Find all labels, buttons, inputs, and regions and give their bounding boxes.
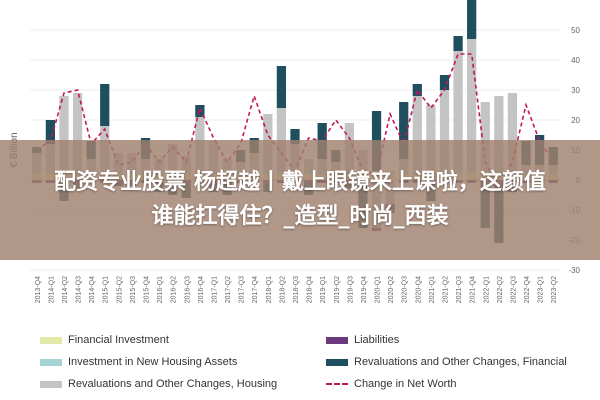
x-tick-label: 2018-Q2 — [279, 276, 286, 303]
bar-segment — [59, 96, 69, 168]
legend-label: Investment in New Housing Assets — [68, 356, 238, 368]
legend-item-reval-financial: Revaluations and Other Changes, Financia… — [326, 356, 567, 368]
x-tick-label: 2017-Q3 — [239, 276, 246, 303]
x-tick-label: 2021-Q2 — [443, 276, 450, 303]
legend-item-new-housing: Investment in New Housing Assets — [40, 356, 237, 368]
bar-segment — [412, 84, 422, 96]
overlay-text-line-1: 配资专业股票 杨超越丨戴上眼镜来上课啦，这颜值 — [54, 170, 546, 195]
x-tick-label: 2020-Q4 — [415, 276, 422, 303]
x-tick-label: 2021-Q1 — [429, 276, 436, 303]
legend-dash — [326, 383, 348, 385]
x-tick-label: 2017-Q4 — [252, 276, 259, 303]
x-tick-label: 2022-Q4 — [524, 276, 531, 303]
legend-label: Liabilities — [354, 334, 400, 346]
x-axis-ticks: 2013-Q4 2014-Q1 2014-Q2 2014-Q3 2014-Q4 2015-… — [35, 276, 558, 303]
bar-segment — [100, 84, 110, 126]
legend-swatch — [40, 380, 62, 388]
bar-segment — [480, 102, 490, 171]
x-tick-label: 2014-Q1 — [48, 276, 55, 303]
x-tick-label: 2016-Q1 — [157, 276, 164, 303]
bar-segment — [45, 120, 56, 144]
x-tick-label: 2015-Q1 — [103, 276, 110, 303]
x-tick-label: 2022-Q1 — [483, 276, 490, 303]
y-tick-label: 40 — [571, 56, 580, 65]
x-tick-label: 2019-Q4 — [361, 276, 368, 303]
bar-segment — [439, 75, 450, 90]
bar-segment — [276, 66, 287, 108]
x-tick-label: 2023-Q2 — [551, 276, 558, 303]
legend-swatch — [40, 336, 62, 344]
bar-segment — [290, 129, 300, 144]
x-tick-label: 2021-Q3 — [456, 276, 463, 303]
y-tick-label: 20 — [571, 116, 580, 125]
bar-segment — [507, 93, 518, 171]
bar-segment — [494, 96, 504, 171]
bar-segment — [453, 36, 463, 51]
legend-swatch — [40, 358, 62, 366]
legend-label: Revaluations and Other Changes, Financia… — [354, 356, 567, 368]
legend-item-liabilities: Liabilities — [326, 334, 399, 346]
bar-segment — [72, 93, 83, 171]
x-tick-label: 2021-Q4 — [470, 276, 477, 303]
x-tick-label: 2015-Q3 — [130, 276, 137, 303]
x-tick-label: 2014-Q4 — [89, 276, 96, 303]
bar-segment — [276, 108, 287, 171]
y-tick-label: 50 — [571, 26, 580, 35]
x-tick-label: 2015-Q4 — [144, 276, 151, 303]
legend-item-reval-housing: Revaluations and Other Changes, Housing — [40, 378, 277, 390]
legend-swatch — [326, 358, 348, 366]
x-tick-label: 2014-Q2 — [62, 276, 69, 303]
x-tick-label: 2013-Q4 — [35, 276, 42, 303]
legend-swatch — [326, 336, 348, 344]
x-tick-label: 2019-Q1 — [320, 276, 327, 303]
x-tick-label: 2019-Q3 — [347, 276, 354, 303]
x-tick-label: 2016-Q4 — [198, 276, 205, 303]
x-tick-label: 2020-Q3 — [402, 276, 409, 303]
x-tick-label: 2020-Q1 — [375, 276, 382, 303]
y-tick-label: 30 — [571, 86, 580, 95]
x-tick-label: 2016-Q3 — [184, 276, 191, 303]
x-tick-label: 2018-Q4 — [307, 276, 314, 303]
x-tick-label: 2018-Q3 — [293, 276, 300, 303]
x-tick-label: 2022-Q2 — [497, 276, 504, 303]
legend-label: Financial Investment — [68, 334, 169, 346]
bar-segment — [426, 105, 436, 171]
x-tick-label: 2014-Q3 — [76, 276, 83, 303]
overlay-text-line-2: 谁能扛得住？_造型_时尚_西装 — [151, 204, 449, 229]
watermark-overlay: 配资专业股票 杨超越丨戴上眼镜来上课啦，这颜值 谁能扛得住？_造型_时尚_西装 — [0, 140, 600, 260]
legend-label: Change in Net Worth — [354, 378, 457, 390]
legend-label: Revaluations and Other Changes, Housing — [68, 378, 278, 390]
x-tick-label: 2018-Q1 — [266, 276, 273, 303]
x-tick-label: 2017-Q2 — [225, 276, 232, 303]
bar-segment — [467, 39, 477, 171]
bar-segment — [399, 102, 409, 159]
bar-segment — [412, 96, 422, 171]
x-tick-label: 2015-Q2 — [116, 276, 123, 303]
legend-item-financial-investment: Financial Investment — [40, 334, 169, 346]
x-tick-label: 2016-Q2 — [171, 276, 178, 303]
bar-segment — [439, 90, 450, 171]
x-tick-label: 2019-Q2 — [334, 276, 341, 303]
bar-segment — [453, 51, 463, 171]
x-tick-label: 2020-Q2 — [388, 276, 395, 303]
bar-segment — [467, 0, 477, 39]
x-tick-label: 2023-Q1 — [538, 276, 545, 303]
y-tick-label: -30 — [568, 266, 580, 275]
legend-item-net-worth: Change in Net Worth — [326, 378, 457, 390]
x-tick-label: 2022-Q3 — [510, 276, 517, 303]
x-tick-label: 2017-Q1 — [212, 276, 219, 303]
